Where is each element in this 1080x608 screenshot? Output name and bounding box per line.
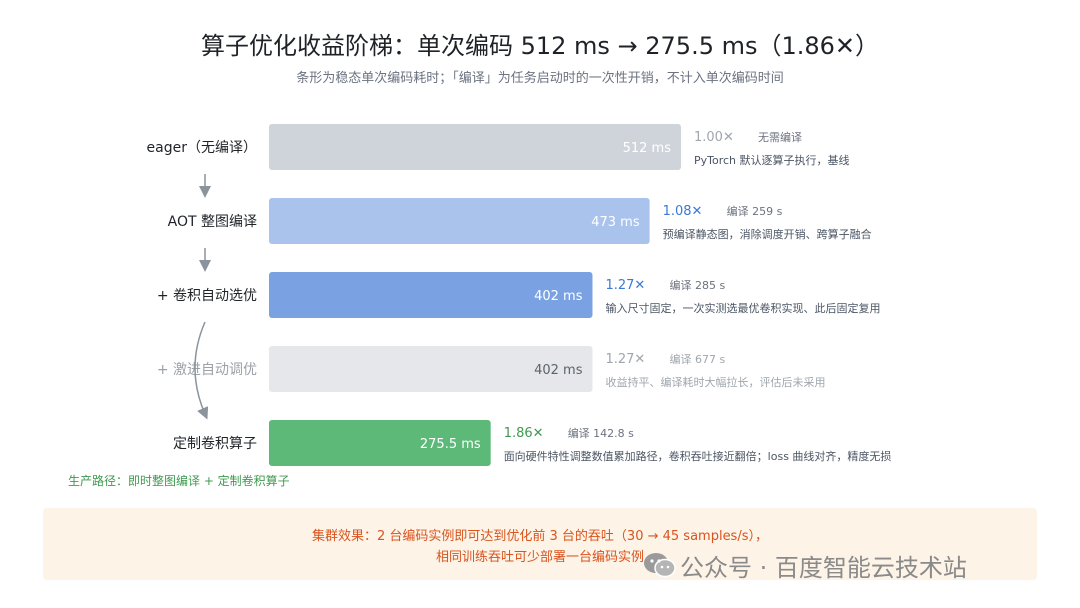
bar — [269, 272, 593, 318]
bar — [269, 124, 681, 170]
cluster-effect-line-1: 集群效果：2 台编码实例即可达到优化前 3 台的吞吐（30 → 45 sampl… — [311, 529, 768, 544]
compile-time-label: 编译 259 s — [727, 204, 783, 218]
bypass-arrow — [194, 321, 209, 420]
cluster-effect-box: 集群效果：2 台编码实例即可达到优化前 3 台的吞吐（30 → 45 sampl… — [43, 508, 1037, 580]
wechat-icon — [644, 553, 676, 578]
category-label: 定制卷积算子 — [173, 436, 257, 452]
note-label: PyTorch 默认逐算子执行，基线 — [694, 153, 850, 167]
category-label: eager（无编译） — [147, 140, 257, 156]
bar-value-label: 512 ms — [623, 141, 672, 156]
compile-time-label: 编译 142.8 s — [568, 426, 634, 440]
category-label: + 卷积自动选优 — [157, 288, 257, 304]
bar — [269, 198, 650, 244]
bar-value-label: 402 ms — [534, 289, 583, 304]
category-label: AOT 整图编译 — [168, 214, 257, 230]
category-label: + 激进自动调优 — [157, 361, 257, 378]
bar-value-label: 275.5 ms — [420, 437, 481, 452]
chart-subtitle: 条形为稳态单次编码耗时；「编译」为任务启动时的一次性开销，不计入单次编码时间 — [296, 71, 784, 86]
compile-time-label: 编译 285 s — [669, 278, 725, 292]
production-path-note: 生产路径：即时整图编译 + 定制卷积算子 — [68, 474, 290, 488]
speedup-label: 1.86✕ — [504, 426, 544, 441]
bar-value-label: 402 ms — [534, 363, 583, 378]
chart-title: 算子优化收益阶梯：单次编码 512 ms → 275.5 ms（1.86✕） — [200, 32, 880, 60]
cluster-effect-line-2: 相同训练吞吐可少部署一台编码实例 — [435, 550, 644, 565]
note-label: 面向硬件特性调整数值累加路径，卷积吞吐接近翻倍；loss 曲线对齐，精度无损 — [504, 449, 892, 463]
speedup-label: 1.27✕ — [605, 278, 645, 293]
bar — [269, 420, 491, 466]
note-label: 预编译静态图，消除调度开销、跨算子融合 — [663, 227, 872, 241]
compile-time-label: 无需编译 — [758, 130, 802, 144]
speedup-label: 1.08✕ — [663, 204, 703, 219]
watermark-text: 公众号 · 百度智能云技术站 — [680, 553, 967, 582]
ladder-chart: eager（无编译） 512 ms 1.00✕ 无需编译 PyTorch 默认逐算子执行… — [147, 124, 892, 466]
note-label: 输入尺寸固定，一次实测选最优卷积实现、此后固定复用 — [605, 301, 880, 315]
speedup-label: 1.27✕ — [605, 352, 645, 367]
bar — [269, 346, 593, 392]
note-label: 收益持平、编译耗时大幅拉长，评估后未采用 — [605, 375, 825, 389]
watermark: 公众号 · 百度智能云技术站 — [642, 549, 967, 582]
bar-value-label: 473 ms — [591, 215, 640, 230]
speedup-label: 1.00✕ — [694, 130, 734, 145]
compile-time-label: 编译 677 s — [669, 352, 725, 366]
